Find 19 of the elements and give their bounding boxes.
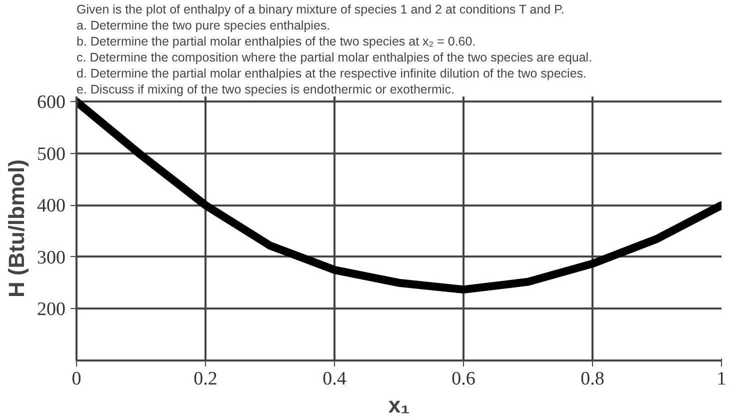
x-tick-label: 0.6 bbox=[452, 368, 476, 390]
x-tick-label: 0 bbox=[72, 368, 82, 390]
text: a. Determine the two pure species enthalpies. bbox=[76, 18, 330, 32]
y-tick-label: 400 bbox=[37, 196, 66, 217]
x-tick-label: 0.2 bbox=[194, 368, 218, 390]
x-axis-title: x₁ bbox=[388, 392, 410, 418]
y-tick-label: 200 bbox=[37, 299, 66, 320]
text: d. Determine the partial molar enthalpies at the respective infinite dilution of the two species. bbox=[76, 66, 586, 80]
x-tick-label: 1 bbox=[716, 368, 726, 390]
text: b. Determine the partial molar enthalpies of the two species at x₂ = 0.60. bbox=[76, 34, 476, 48]
y-tick-label: 600 bbox=[37, 92, 66, 114]
text: e. Discuss if mixing of the two species is endothermic or exothermic. bbox=[76, 82, 454, 96]
chart-title: Given is the plot of enthalpy of a binary mixture of species 1 and 2 at conditions T and P. bbox=[76, 2, 564, 16]
x-tick-label: 0.4 bbox=[322, 368, 347, 390]
y-tick-label: 300 bbox=[37, 247, 66, 268]
x-tick-label: 0.8 bbox=[580, 368, 604, 390]
text: c. Determine the composition where the partial molar enthalpies of the two species are equal. bbox=[76, 50, 592, 64]
y-tick-label: 500 bbox=[37, 144, 66, 165]
y-axis-title: H (Btu/lbmol) bbox=[4, 159, 29, 298]
